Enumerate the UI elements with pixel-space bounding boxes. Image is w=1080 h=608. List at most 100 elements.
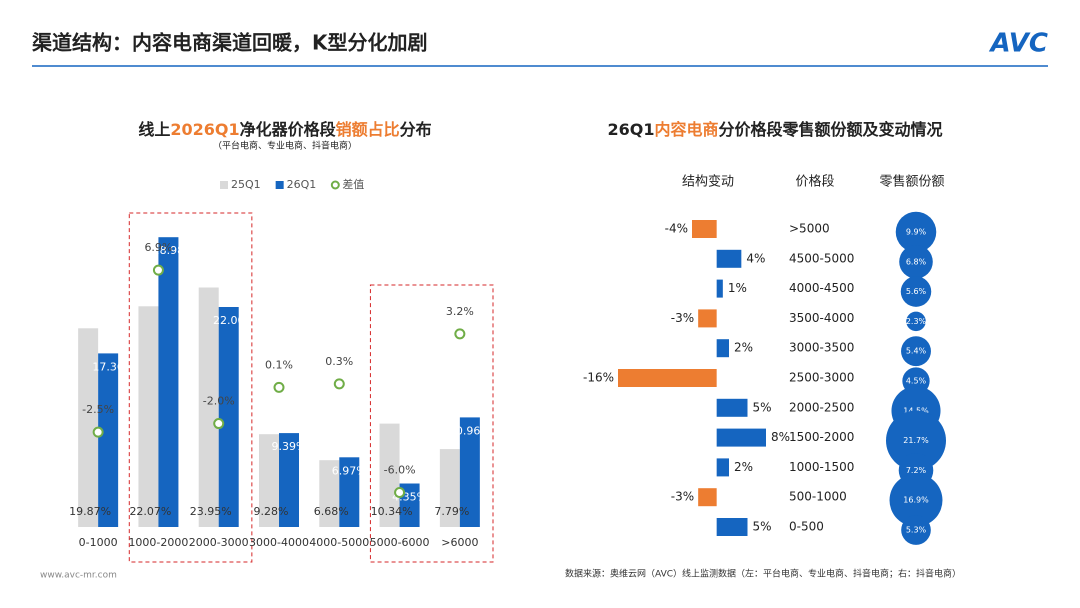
title-segment: 内容电商 [654,120,718,139]
data-label: 22.07% [129,505,171,518]
category-label: 4000-4500 [789,281,854,295]
bubble [895,211,937,253]
data-label: 1% [728,281,747,295]
legend-marker [275,181,284,189]
data-label: 6.68% [314,505,349,518]
legend-label: 26Q1 [287,178,317,191]
bar [716,279,723,298]
title-segment: 分价格段零售额份额及变动情况 [719,120,943,139]
data-label: -6.0% [384,464,416,477]
bar [698,309,717,328]
data-label: 23.95% [190,505,232,518]
category-label: 2000-2500 [789,400,854,414]
bar [259,434,279,527]
data-label: -2.5% [82,403,114,416]
bar [439,449,460,527]
bubble-label: 9.9% [906,228,927,237]
title-segment: 销额占比 [336,120,400,139]
bar [716,458,729,477]
bubble-label: 5.3% [906,526,927,535]
category-label: 4500-5000 [789,251,854,265]
data-label: 5% [753,520,772,534]
title-segment: 净化器价格段 [240,120,337,139]
bar [618,369,717,387]
legend-label: 25Q1 [231,178,261,191]
data-label: 19.87% [69,505,111,518]
data-label: -2.0% [203,395,235,408]
data-label: 7.79% [434,505,469,518]
x-tick-label: >6000 [441,536,478,549]
bubble-label: 16.9% [903,496,929,505]
x-tick-label: 2000-3000 [189,536,249,549]
data-label: 17.36 [92,360,124,373]
category-label: 2500-3000 [789,371,854,385]
data-label: 10.96% [449,424,491,437]
logo: AVC [988,29,1048,59]
data-label: 10.34% [371,505,413,518]
bubble-label: 21.7% [903,436,929,445]
bubble-label: 6.8% [906,257,927,266]
bar [158,237,179,527]
bar [279,433,299,527]
bar [698,488,717,507]
category-label: 0-500 [789,520,824,534]
bubble [900,276,932,307]
bubble [901,515,931,545]
bubble-label: 2.3% [906,317,927,326]
data-label: 0.3% [325,355,353,368]
bubble [886,410,946,471]
data-label: 2% [734,460,753,474]
data-label: 6.97% [332,464,367,477]
title-segment: 线上 [138,120,170,139]
category-label: 500-1000 [789,490,847,504]
data-label: 3.2% [446,305,474,318]
bar [716,339,729,358]
bar [78,328,99,527]
data-label: 4% [746,251,765,265]
bubble [906,311,926,332]
data-label: 0.1% [265,358,293,371]
bubble [889,473,943,527]
website: www.avc-mr.com [40,571,117,581]
title-segment: 分布 [400,120,432,139]
data-label: 8% [771,430,790,444]
diff-point [92,426,104,438]
title-segment: 2026Q1 [170,120,239,139]
data-label: 9.28% [254,505,289,518]
chart-title: 线上2026Q1净化器价格段销额占比分布 [138,120,431,139]
source-note: 数据来源：奥维云网（AVC）线上监测数据（左：平台电商、专业电商、抖音电商；右：… [565,568,961,580]
bubble [901,336,931,367]
data-label: -16% [583,371,614,385]
bar [716,428,766,447]
bar [198,287,219,527]
chart-subtitle: （平台电商、专业电商、抖音电商） [213,140,357,152]
diff-point [152,264,164,276]
bubble-label: 5.4% [906,347,927,356]
bar [339,457,360,527]
legend-marker [330,180,340,190]
bubble [899,245,933,279]
data-label: -3% [671,490,694,504]
data-label: 22.00 [213,314,245,327]
legend-marker [220,181,228,189]
bar [379,423,400,527]
chart-title: 26Q1内容电商分价格段零售额份额及变动情况 [607,120,942,139]
x-tick-label: 0-1000 [79,536,118,549]
bar [459,417,480,527]
x-tick-label: 4000-5000 [309,536,369,549]
x-tick-label: 5000-6000 [370,536,430,549]
category-label: 3500-4000 [789,311,854,325]
column-header: 价格段 [795,174,834,190]
highlight-box [128,212,253,563]
bar [98,353,119,527]
bubble-label: 7.2% [906,466,927,475]
bubble-label: 5.6% [906,287,927,296]
diff-point [333,378,345,390]
diff-point [213,418,225,430]
bar [716,518,748,536]
bar [716,398,748,417]
bar [218,307,239,527]
diff-point [273,381,285,393]
data-label: 6.9% [144,241,172,254]
